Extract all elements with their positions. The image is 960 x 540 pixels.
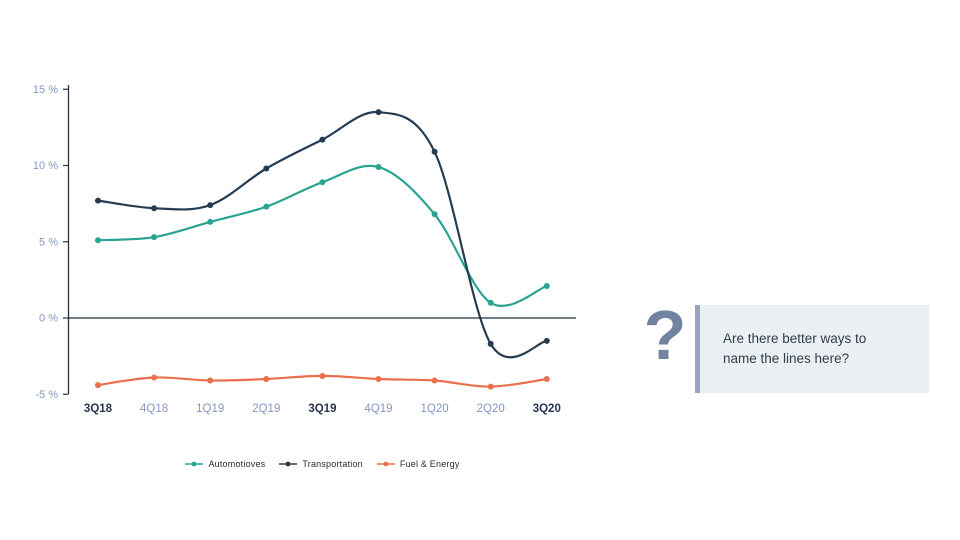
data-point-automotioves <box>207 218 214 225</box>
data-point-transportation <box>263 165 270 172</box>
callout-box: Are there better ways to name the lines … <box>695 305 929 393</box>
question-mark: ? <box>643 296 687 374</box>
y-axis-label: -5 % <box>35 389 58 401</box>
data-point-automotioves <box>263 203 270 210</box>
legend-label-transportation: Transportation <box>302 459 363 469</box>
x-axis-label-1q20: 1Q20 <box>421 403 449 415</box>
data-point-fuel-energy <box>487 383 494 390</box>
y-axis-label: 5 % <box>39 236 58 248</box>
chart-legend: Automotioves Transportation Fuel & Energy <box>0 459 645 469</box>
x-axis-label-4q19: 4Q19 <box>364 403 392 415</box>
quarterly-line-chart: 15 % 10 % 5 % 0 % -5 % 3Q18 4Q18 1Q19 2Q19 3Q19 4Q… <box>33 84 576 469</box>
data-point-transportation <box>375 109 382 116</box>
data-point-fuel-energy <box>543 376 550 382</box>
data-point-transportation <box>95 197 101 204</box>
data-point-automotioves <box>151 234 158 241</box>
data-point-automotioves <box>487 299 494 306</box>
y-axis-label: 15 % <box>33 84 58 96</box>
legend-marker-automotioves <box>185 461 204 467</box>
legend-item-fuel-energy: Fuel & Energy <box>376 459 460 469</box>
data-point-automotioves <box>431 211 438 218</box>
data-point-automotioves <box>319 179 326 186</box>
data-point-fuel-energy <box>375 376 382 382</box>
legend-label-fuel-energy: Fuel & Energy <box>399 459 460 469</box>
series-line-transportation <box>96 110 548 359</box>
data-point-fuel-energy <box>263 376 270 382</box>
data-point-transportation <box>319 136 326 143</box>
x-axis-label-3q18: 3Q18 <box>84 403 113 415</box>
x-axis-label-2q20: 2Q20 <box>477 403 505 415</box>
x-axis-label-4q18: 4Q18 <box>140 403 168 415</box>
series-line-automotioves <box>96 164 548 307</box>
data-point-fuel-energy <box>207 377 214 384</box>
legend-item-automotioves: Automotioves <box>185 459 265 469</box>
callout-text: Are there better ways to name the lines … <box>723 331 867 366</box>
data-point-transportation <box>487 340 494 347</box>
data-point-automotioves <box>375 164 382 171</box>
data-point-automotioves <box>95 237 101 244</box>
data-point-automotioves <box>543 282 550 289</box>
x-axis-label-3q19: 3Q19 <box>308 403 336 415</box>
x-axis-label-3q20: 3Q20 <box>533 403 561 415</box>
legend-marker-fuel-energy <box>376 461 395 467</box>
legend-label-automotioves: Automotioves <box>208 459 266 469</box>
data-point-transportation <box>431 148 438 155</box>
data-point-fuel-energy <box>95 382 101 389</box>
legend-marker-transportation <box>279 461 298 467</box>
y-axis-label: 10 % <box>33 160 58 172</box>
legend-item-transportation: Transportation <box>279 459 363 469</box>
y-axis-label: 0 % <box>39 313 58 325</box>
data-point-fuel-energy <box>151 374 158 381</box>
data-point-fuel-energy <box>319 372 326 379</box>
data-point-transportation <box>207 202 214 209</box>
x-axis-label-2q19: 2Q19 <box>252 403 280 415</box>
data-point-transportation <box>543 337 550 344</box>
x-axis-label-1q19: 1Q19 <box>196 403 224 415</box>
callout-accent-bar <box>695 305 700 393</box>
annotation-group: ? Are there better ways to name the line… <box>630 295 950 405</box>
data-point-transportation <box>151 205 158 212</box>
line-chart-canvas: 15 % 10 % 5 % 0 % -5 % 3Q18 4Q18 1Q19 2Q19 3Q19 4Q… <box>33 84 576 415</box>
data-point-fuel-energy <box>431 377 438 384</box>
